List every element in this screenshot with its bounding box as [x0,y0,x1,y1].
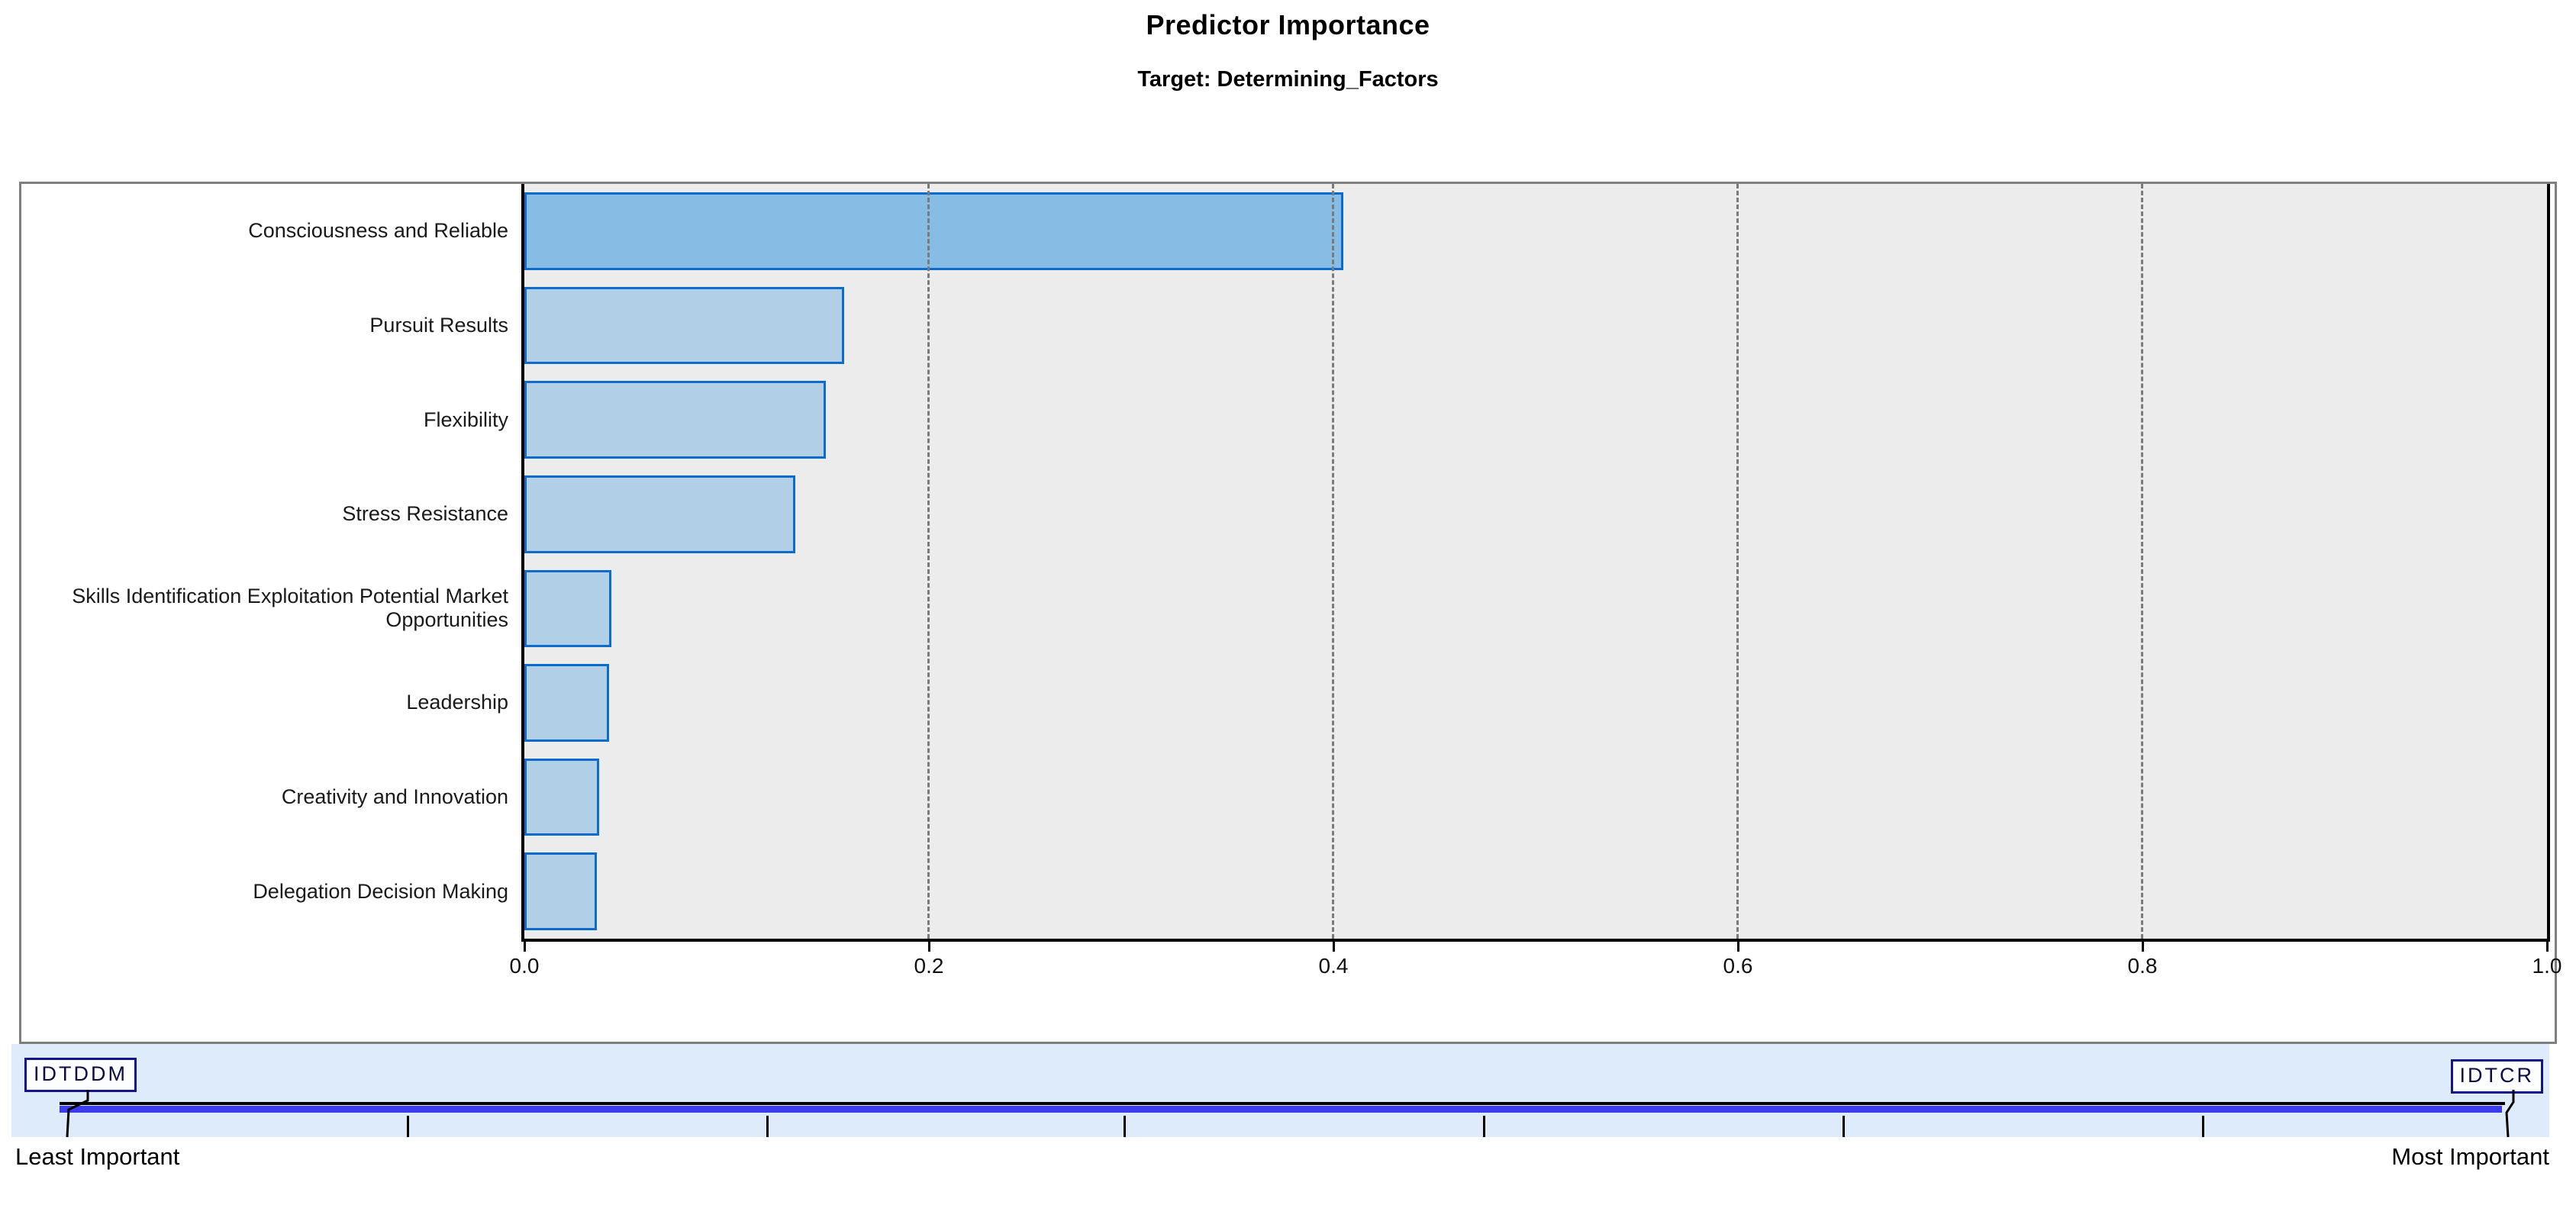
x-axis-tick [2142,939,2144,952]
caption-least-important: Least Important [15,1143,180,1170]
category-label: Delegation Decision Making [253,879,508,903]
x-axis-tick-label: 1.0 [2532,954,2562,978]
bar[interactable] [524,475,795,553]
category-labels: Consciousness and Reliable Pursuit Result… [21,184,516,939]
bar-row [524,184,2547,279]
category-label-row: Skills Identification Exploitation Poten… [21,562,516,656]
bar[interactable] [524,569,611,648]
x-axis-tick [928,939,930,952]
gridline [1332,184,1334,939]
bar-row [524,656,2547,750]
category-label: Consciousness and Reliable [248,219,508,243]
caption-most-important: Most Important [2391,1143,2549,1170]
category-label: Skills Identification Exploitation Poten… [72,585,508,632]
category-label: Pursuit Results [369,313,508,337]
gridline [927,184,930,939]
x-axis-tick-label: 0.4 [1318,954,1349,978]
bar[interactable] [524,664,609,742]
bar-row [524,562,2547,656]
slider-right-handle[interactable] [2487,1090,2523,1139]
bar[interactable] [524,192,1343,270]
bar-rows [524,184,2547,939]
slider-scale-tick [1124,1116,1126,1137]
slider-scale-tick [2202,1116,2204,1137]
slider-left-handle[interactable] [57,1090,94,1139]
category-label: Creativity and Innovation [281,785,508,809]
gridline [2141,184,2143,939]
x-axis-tick [2546,939,2549,952]
bar-row [524,372,2547,467]
category-label-row: Flexibility [21,372,516,467]
bar[interactable] [524,758,599,836]
category-label: Stress Resistance [342,502,508,526]
slider-track[interactable] [60,1102,2505,1105]
bar-row [524,844,2547,939]
slider-right-tag[interactable]: IDTCR [2450,1059,2543,1094]
category-label-row: Pursuit Results [21,279,516,373]
bar[interactable] [524,286,844,365]
plot-area [521,184,2550,942]
slider-scale-tick [1843,1116,1845,1137]
x-axis-tick [1737,939,1739,952]
category-label-row: Creativity and Innovation [21,750,516,845]
category-label: Flexibility [423,408,508,431]
x-axis-tick [524,939,526,952]
slider-scale-tick [407,1116,409,1137]
slider-track-highlight[interactable] [60,1106,2502,1113]
slider-scale-tick [766,1116,769,1137]
page-title: Predictor Importance [1146,9,1430,40]
x-axis-tick-label: 0.2 [914,954,944,978]
bar-row [524,279,2547,373]
bar-row [524,467,2547,562]
category-label-row: Consciousness and Reliable [21,184,516,279]
category-label-row: Delegation Decision Making [21,844,516,939]
bar[interactable] [524,381,826,459]
x-axis-tick-label: 0.8 [2127,954,2158,978]
category-label: Leadership [406,691,508,714]
slider-left-tag[interactable]: IDTDDM [24,1058,137,1092]
x-axis-tick-label: 0.6 [1723,954,1753,978]
bar-row [524,750,2547,845]
slider-scale-tick [1483,1116,1485,1137]
gridline [1736,184,1739,939]
page-subtitle: Target: Determining_Factors [1137,67,1439,92]
category-label-row: Stress Resistance [21,467,516,562]
x-axis-tick [1333,939,1335,952]
x-axis-tick-label: 0.0 [509,954,540,978]
slider-strip [11,1044,2549,1137]
category-label-row: Leadership [21,656,516,750]
bar[interactable] [524,852,597,930]
